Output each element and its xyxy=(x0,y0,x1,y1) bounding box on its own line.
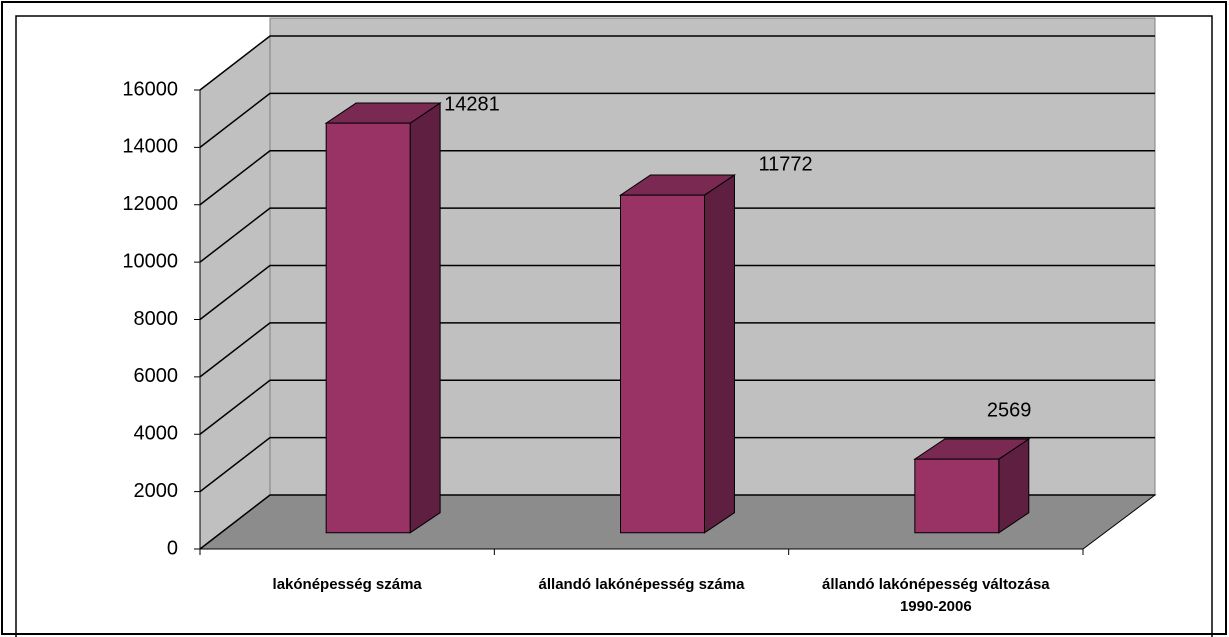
x-tick-label: állandó lakónépesség változása 1990-2006 xyxy=(822,576,1050,615)
bar-front xyxy=(914,458,1000,534)
y-tick-label: 0 xyxy=(167,537,178,559)
y-tick-label: 16000 xyxy=(122,78,178,100)
value-label: 2569 xyxy=(987,399,1031,421)
grid-line xyxy=(199,436,1155,493)
value-label: 14281 xyxy=(444,93,500,115)
bar-side xyxy=(704,174,735,534)
y-tick-label: 4000 xyxy=(134,423,179,445)
grid-line xyxy=(199,92,1155,148)
value-label: 11772 xyxy=(758,153,812,175)
bar xyxy=(618,174,737,534)
bar-front xyxy=(620,194,705,534)
inner-frame xyxy=(15,15,1213,637)
bar xyxy=(913,438,1031,534)
grid-line xyxy=(199,207,1155,263)
y-tick-label: 2000 xyxy=(134,480,179,502)
bar-front xyxy=(325,122,411,534)
grid-line xyxy=(199,35,1155,91)
grid-line xyxy=(199,494,1155,550)
bar xyxy=(324,102,442,534)
y-tick-label: 10000 xyxy=(122,250,178,272)
y-tick-label: 8000 xyxy=(134,308,179,330)
bar-side xyxy=(409,102,441,534)
y-tick-label: 14000 xyxy=(122,136,178,158)
grid-line xyxy=(199,379,1155,435)
x-tick-label: lakónépesség száma xyxy=(272,576,422,593)
grid-line xyxy=(199,264,1155,321)
y-tick-label: 12000 xyxy=(122,193,178,215)
y-tick-label: 6000 xyxy=(134,365,179,387)
grid-line xyxy=(199,322,1155,378)
grid-line xyxy=(199,150,1155,206)
x-tick-label: állandó lakónépesség száma xyxy=(538,576,745,593)
